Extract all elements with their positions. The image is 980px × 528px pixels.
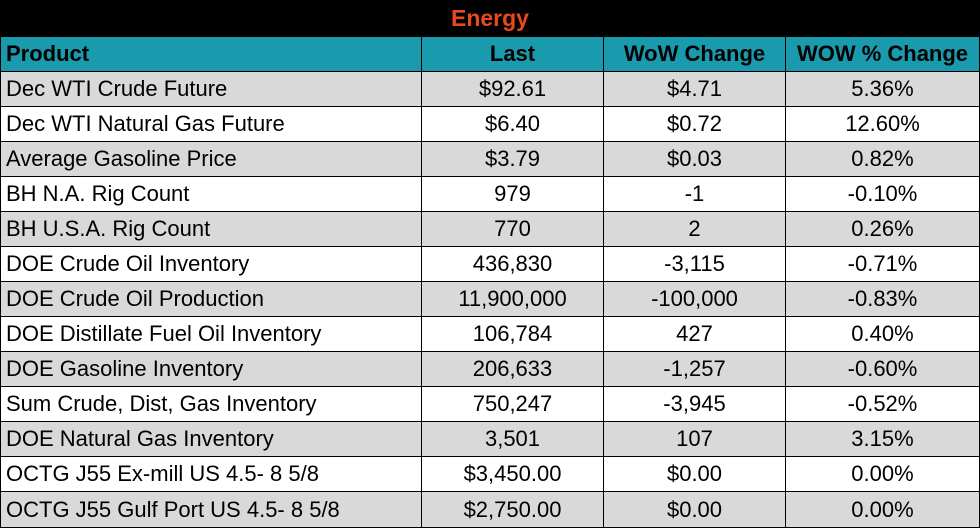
cell-wow-pct-change: -0.10% — [847, 181, 918, 206]
cell-last: 750,247 — [422, 387, 604, 421]
cell-last: $92.61 — [422, 72, 604, 106]
header-product: Product — [1, 37, 422, 71]
cell-last: $2,750.00 — [422, 492, 604, 527]
table-row: DOE Gasoline Inventory 206,633 -1,257 -0.60… — [1, 352, 979, 387]
table-row: BH N.A. Rig Count 979 -1 -0.10% — [1, 177, 979, 212]
cell-wow-change: -3,115 — [604, 247, 786, 281]
cell-wow-pct-change: 3.15% — [851, 426, 914, 451]
cell-wow-pct-change: 12.60% — [845, 111, 920, 136]
cell-product: DOE Distillate Fuel Oil Inventory — [1, 317, 422, 351]
cell-wow-change: -100,000 — [604, 282, 786, 316]
cell-wow-change: 2 — [604, 212, 786, 246]
cell-wow-pct-change: 0.00% — [851, 496, 914, 522]
table-row: Dec WTI Natural Gas Future $6.40 $0.72 12.6… — [1, 107, 979, 142]
cell-wow-change: -3,945 — [604, 387, 786, 421]
cell-product: DOE Crude Oil Inventory — [1, 247, 422, 281]
table-row: DOE Crude Oil Production 11,900,000 -100,0… — [1, 282, 979, 317]
cell-last: 3,501 — [422, 422, 604, 456]
cell-wow-pct-change: 0.40% — [851, 321, 914, 346]
cell-product: Dec WTI Natural Gas Future — [1, 107, 422, 141]
table-row: Sum Crude, Dist, Gas Inventory 750,247 -3,… — [1, 387, 979, 422]
cell-wow-change: $0.03 — [604, 142, 786, 176]
cell-wow-pct-change: -0.71% — [847, 251, 918, 276]
table-row: BH U.S.A. Rig Count 770 2 0.26% — [1, 212, 979, 247]
table-row: OCTG J55 Ex-mill US 4.5- 8 5/8 $3,450.00 $… — [1, 457, 979, 492]
cell-wow-pct-change: 0.26% — [851, 216, 914, 241]
table-row: Dec WTI Crude Future $92.61 $4.71 5.36% — [1, 72, 979, 107]
cell-last: 979 — [422, 177, 604, 211]
cell-wow-change: $0.00 — [604, 457, 786, 491]
cell-product: BH N.A. Rig Count — [1, 177, 422, 211]
cell-product: DOE Crude Oil Production — [1, 282, 422, 316]
header-wow-change: WoW Change — [604, 37, 786, 71]
cell-last: $6.40 — [422, 107, 604, 141]
cell-product: BH U.S.A. Rig Count — [1, 212, 422, 246]
table-row: DOE Crude Oil Inventory 436,830 -3,115 -0.7… — [1, 247, 979, 282]
cell-product: Dec WTI Crude Future — [1, 72, 422, 106]
cell-wow-change: -1,257 — [604, 352, 786, 386]
cell-wow-change: $4.71 — [604, 72, 786, 106]
cell-last: $3,450.00 — [422, 457, 604, 491]
cell-last: 11,900,000 — [422, 282, 604, 316]
cell-wow-pct-change: 5.36% — [851, 76, 914, 101]
cell-product: OCTG J55 Gulf Port US 4.5- 8 5/8 — [1, 492, 422, 527]
cell-wow-pct-change: -0.52% — [847, 391, 918, 416]
header-row: Product Last WoW Change WOW % Change — [1, 37, 979, 72]
cell-last: 436,830 — [422, 247, 604, 281]
cell-last: 770 — [422, 212, 604, 246]
cell-wow-change: 427 — [604, 317, 786, 351]
table-title: Energy — [1, 1, 979, 37]
cell-wow-pct-change: -0.60% — [847, 356, 918, 381]
cell-last: $3.79 — [422, 142, 604, 176]
cell-wow-change: $0.00 — [604, 492, 786, 527]
cell-last: 206,633 — [422, 352, 604, 386]
cell-product: OCTG J55 Ex-mill US 4.5- 8 5/8 — [1, 457, 422, 491]
cell-wow-pct-change: 0.00% — [851, 461, 914, 486]
cell-product: DOE Natural Gas Inventory — [1, 422, 422, 456]
cell-product: Sum Crude, Dist, Gas Inventory — [1, 387, 422, 421]
cell-product: DOE Gasoline Inventory — [1, 352, 422, 386]
table-row: Average Gasoline Price $3.79 $0.03 0.82% — [1, 142, 979, 177]
cell-wow-change: -1 — [604, 177, 786, 211]
cell-last: 106,784 — [422, 317, 604, 351]
cell-wow-change: $0.72 — [604, 107, 786, 141]
header-wow-pct-change: WOW % Change — [796, 41, 969, 66]
table-row: OCTG J55 Gulf Port US 4.5- 8 5/8 $2,750.0… — [1, 492, 979, 527]
table-row: DOE Natural Gas Inventory 3,501 107 3.15% — [1, 422, 979, 457]
table-row: DOE Distillate Fuel Oil Inventory 106,784… — [1, 317, 979, 352]
cell-wow-pct-change: -0.83% — [847, 286, 918, 311]
table-body: Dec WTI Crude Future $92.61 $4.71 5.36% Dec … — [1, 72, 979, 527]
cell-wow-pct-change: 0.82% — [851, 146, 914, 171]
cell-wow-change: 107 — [604, 422, 786, 456]
header-last: Last — [422, 37, 604, 71]
cell-product: Average Gasoline Price — [1, 142, 422, 176]
